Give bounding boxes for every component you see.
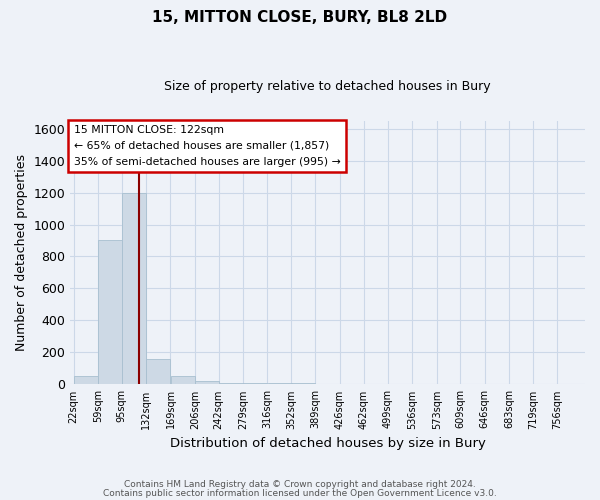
- Bar: [195, 381, 219, 384]
- Bar: [291, 382, 315, 384]
- Y-axis label: Number of detached properties: Number of detached properties: [15, 154, 28, 351]
- Bar: [219, 382, 243, 384]
- X-axis label: Distribution of detached houses by size in Bury: Distribution of detached houses by size …: [170, 437, 485, 450]
- Bar: [98, 240, 122, 384]
- Text: Contains public sector information licensed under the Open Government Licence v3: Contains public sector information licen…: [103, 488, 497, 498]
- Bar: [268, 382, 292, 384]
- Bar: [170, 376, 194, 384]
- Text: 15 MITTON CLOSE: 122sqm
← 65% of detached houses are smaller (1,857)
35% of semi: 15 MITTON CLOSE: 122sqm ← 65% of detache…: [74, 126, 340, 166]
- Bar: [122, 192, 146, 384]
- Title: Size of property relative to detached houses in Bury: Size of property relative to detached ho…: [164, 80, 491, 93]
- Bar: [146, 359, 170, 384]
- Text: 15, MITTON CLOSE, BURY, BL8 2LD: 15, MITTON CLOSE, BURY, BL8 2LD: [152, 10, 448, 25]
- Bar: [243, 382, 267, 384]
- Bar: [74, 376, 98, 384]
- Text: Contains HM Land Registry data © Crown copyright and database right 2024.: Contains HM Land Registry data © Crown c…: [124, 480, 476, 489]
